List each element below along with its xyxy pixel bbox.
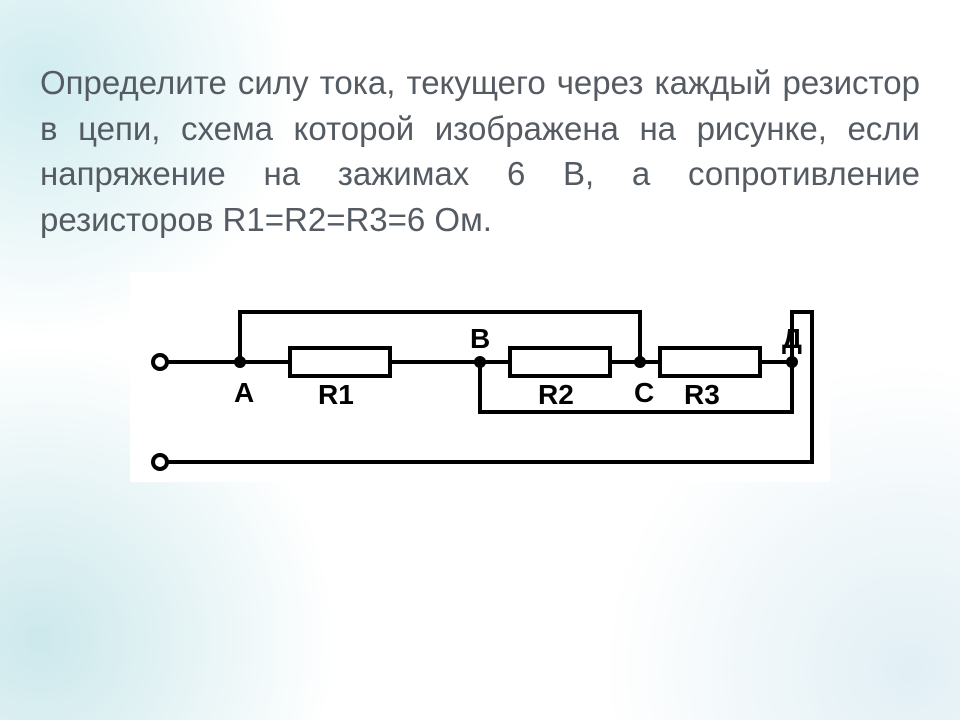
node-label: В — [470, 323, 490, 354]
resistor-label: R1 — [318, 379, 354, 410]
resistor-label: R3 — [684, 379, 720, 410]
circuit-diagram: R1 R2 R3 A В C Д — [130, 272, 830, 482]
node-dot — [786, 356, 798, 368]
problem-statement: Определите силу тока, текущего через каж… — [0, 0, 960, 242]
node-label: A — [234, 377, 254, 408]
node-dot — [474, 356, 486, 368]
node-label: C — [634, 377, 654, 408]
terminal — [153, 455, 167, 469]
resistor-label: R2 — [538, 379, 574, 410]
node-dot — [234, 356, 246, 368]
node-dot — [634, 356, 646, 368]
node-label: Д — [782, 323, 802, 354]
terminal — [153, 355, 167, 369]
